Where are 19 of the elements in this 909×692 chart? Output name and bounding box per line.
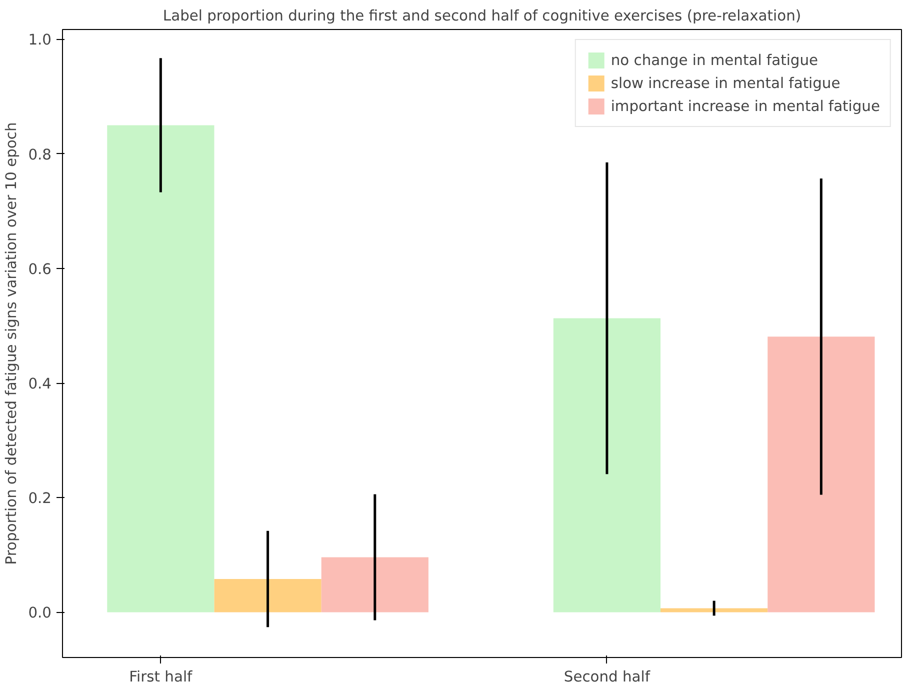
x-tick-label: First half — [129, 668, 194, 686]
legend-label: important increase in mental fatigue — [610, 98, 880, 114]
bar — [768, 336, 875, 612]
y-tick-label: 0.2 — [28, 490, 52, 508]
y-tick-label: 1.0 — [28, 32, 52, 49]
y-tick-label: 0.4 — [28, 376, 52, 393]
y-tick-label: 0.8 — [28, 146, 52, 164]
x-tick-label: Second half — [564, 668, 651, 686]
bar — [660, 608, 768, 612]
y-axis-title: Proportion of detected fatigue signs variation over 10 epoch — [3, 122, 20, 565]
y-tick-label: 0.0 — [28, 604, 52, 622]
bar — [553, 318, 661, 612]
bar — [214, 579, 322, 612]
y-tick-label: 0.6 — [28, 260, 52, 278]
legend-label: no change in mental fatigue — [610, 52, 818, 68]
bar — [321, 557, 428, 612]
legend-label: slow increase in mental fatigue — [610, 74, 840, 92]
chart-title: Label proportion during the first and second half of cognitive exercises (pre-relaxation) — [162, 8, 802, 24]
bar — [107, 125, 214, 612]
